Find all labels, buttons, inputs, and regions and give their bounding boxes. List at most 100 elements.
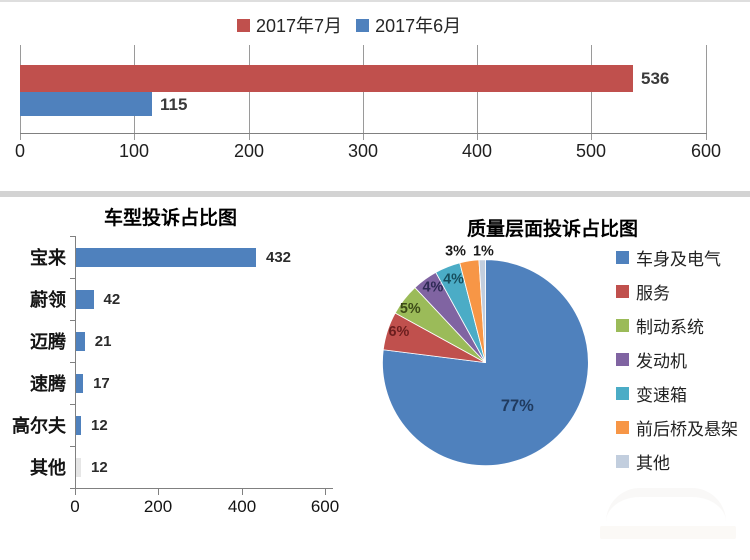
pie-legend-item-body-electrical: 车身及电气 <box>616 240 738 274</box>
bar-2017-july <box>20 65 633 92</box>
category-label: 蔚领 <box>30 290 66 310</box>
bar-value: 21 <box>94 332 112 350</box>
bar-2017-june <box>20 92 152 116</box>
pct-label-6: 6% <box>388 324 409 340</box>
bar-value: 12 <box>91 416 108 434</box>
bar-row-suteng: 速腾 17 <box>0 362 345 404</box>
bar-row-golf: 高尔夫 12 <box>0 404 345 446</box>
pie-legend-item-engine: 发动机 <box>616 342 738 376</box>
gridline-500 <box>591 45 592 140</box>
pie-legend-item-brakes: 制动系统 <box>616 308 738 342</box>
value-label-july: 536 <box>641 69 670 88</box>
legend-swatch <box>616 352 629 366</box>
y-tickmark <box>70 404 75 405</box>
model-xtick-400: 400 <box>227 497 257 516</box>
y-tickmark <box>70 278 75 279</box>
legend-swatch <box>616 250 629 264</box>
x-tickmark <box>325 488 326 495</box>
model-xtick-0: 0 <box>70 497 80 516</box>
legend-label: 前后桥及悬架 <box>636 419 738 439</box>
top-xtick-0: 0 <box>14 141 26 161</box>
pct-label-3: 3% <box>445 244 466 260</box>
pct-label-77: 77% <box>501 397 534 415</box>
pct-label-1: 1% <box>473 244 494 260</box>
top-xtick-100: 100 <box>118 141 150 161</box>
top-border-line <box>0 0 750 2</box>
legend-label-june: 2017年6月 <box>375 16 462 36</box>
bar-weiling <box>76 289 94 309</box>
top-xtick-400: 400 <box>461 141 493 161</box>
pct-label-4-engine: 4% <box>422 280 443 296</box>
watermark-arc <box>606 488 726 522</box>
bar-row-weiling: 蔚领 42 <box>0 278 345 320</box>
legend-swatch <box>616 420 629 434</box>
bar-suteng <box>76 373 84 393</box>
pie-legend-item-other: 其他 <box>616 444 738 478</box>
legend-label: 其他 <box>636 453 670 473</box>
pct-label-4-gearbox: 4% <box>443 271 464 287</box>
legend-label: 发动机 <box>636 351 687 371</box>
bar-value: 42 <box>103 290 121 308</box>
pie-chart: 77% 6% 5% 4% 4% 3% 1% <box>382 244 589 466</box>
value-label-june: 115 <box>160 95 188 114</box>
bar-value: 17 <box>93 374 110 392</box>
bar-baolai <box>76 247 256 267</box>
legend-item-july: 2017年7月 <box>237 12 342 38</box>
pie-slice-other <box>478 259 486 364</box>
pie-legend-item-service: 服务 <box>616 274 738 308</box>
legend-swatch-june <box>356 18 370 32</box>
legend-label: 服务 <box>636 283 670 303</box>
top-chart-x-axis <box>20 133 707 134</box>
x-tickmark <box>75 488 76 495</box>
legend-swatch <box>616 386 629 400</box>
x-tickmark <box>242 488 243 495</box>
y-tickmark <box>70 320 75 321</box>
y-tickmark <box>70 488 75 489</box>
bar-row-other: 其他 12 <box>0 446 345 488</box>
legend-label: 变速箱 <box>636 385 687 405</box>
legend-swatch <box>616 318 629 332</box>
gridline-300 <box>363 45 364 140</box>
bar-other <box>76 457 81 477</box>
pie-chart-title: 质量层面投诉占比图 <box>467 219 639 240</box>
x-tickmark <box>158 488 159 495</box>
model-xtick-200: 200 <box>143 497 173 516</box>
bar-row-maiteng: 迈腾 21 <box>0 320 345 362</box>
category-label: 速腾 <box>30 374 66 394</box>
bar-value: 12 <box>91 458 108 476</box>
bar-value: 432 <box>266 248 292 266</box>
top-chart-legend: 2017年7月 2017年6月 <box>237 12 461 38</box>
category-label: 其他 <box>30 458 66 478</box>
bar-maiteng <box>76 331 85 351</box>
bar-golf <box>76 415 81 435</box>
bar-row-baolai: 宝来 432 <box>0 236 345 278</box>
legend-swatch-july <box>237 18 250 32</box>
model-chart-y-axis <box>75 236 76 488</box>
category-label: 迈腾 <box>30 332 66 352</box>
legend-label-july: 2017年7月 <box>256 16 343 36</box>
y-tickmark <box>70 362 75 363</box>
legend-label: 车身及电气 <box>636 249 721 269</box>
model-xtick-600: 600 <box>310 497 340 516</box>
gridline-400 <box>477 45 478 140</box>
pct-label-5: 5% <box>400 301 421 317</box>
y-tickmark <box>70 446 75 447</box>
category-label: 高尔夫 <box>12 416 66 436</box>
top-xtick-500: 500 <box>575 141 607 161</box>
gridline-200 <box>249 45 250 140</box>
section-divider <box>0 191 750 197</box>
legend-swatch <box>616 454 629 468</box>
model-chart-x-axis <box>75 488 333 489</box>
pie-legend-item-gearbox: 变速箱 <box>616 376 738 410</box>
category-label: 宝来 <box>30 248 66 268</box>
legend-item-june: 2017年6月 <box>356 12 461 38</box>
top-xtick-200: 200 <box>233 141 265 161</box>
pie-legend-item-axle-suspension: 前后桥及悬架 <box>616 410 738 444</box>
top-xtick-300: 300 <box>347 141 379 161</box>
gridline-600 <box>706 45 707 140</box>
watermark <box>596 482 741 548</box>
top-xtick-600: 600 <box>690 141 722 161</box>
pie-legend: 车身及电气 服务 制动系统 发动机 变速箱 前后桥及悬架 <box>616 240 738 478</box>
watermark-bar <box>600 526 736 539</box>
